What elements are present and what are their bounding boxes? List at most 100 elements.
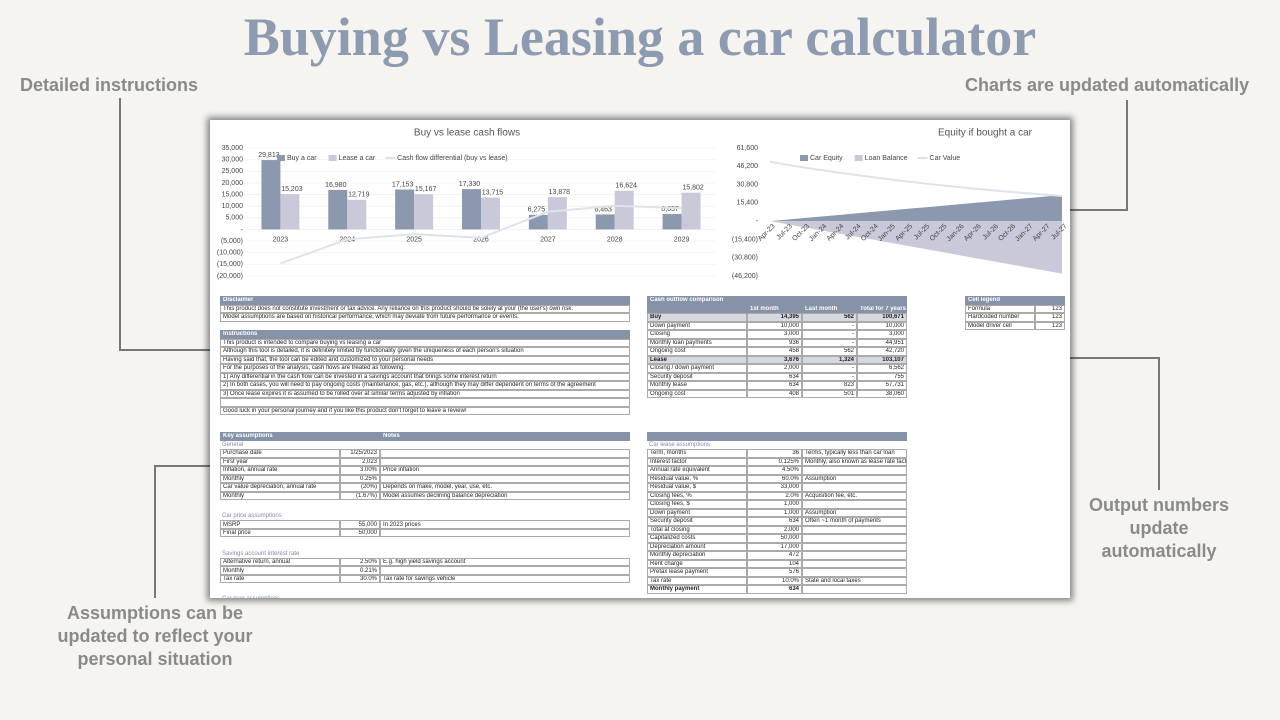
cell: Acquisition fee, etc. <box>802 491 907 500</box>
y-tick-label: (15,000) <box>217 261 243 268</box>
cell: Last month <box>802 304 857 313</box>
data-label: 6,275 <box>528 207 546 214</box>
cell: (1.67%) <box>340 491 380 500</box>
y-tick-label: 10,000 <box>222 203 244 210</box>
bar <box>547 197 567 230</box>
cell: This product does not constitute investm… <box>220 304 630 313</box>
cell: 60.0% <box>747 474 802 483</box>
x-tick-label: 2028 <box>607 236 623 243</box>
cell <box>802 466 907 475</box>
cell: - <box>802 338 857 347</box>
cell: Buy <box>647 313 747 322</box>
data-label: 6,657 <box>661 206 679 213</box>
callout: Charts are updated automatically <box>965 75 1250 95</box>
cell: 50,000 <box>747 534 802 543</box>
chart-title: Buy vs lease cash flows <box>414 128 520 139</box>
cell: 576 <box>747 568 802 577</box>
cell: Assumption <box>802 474 907 483</box>
cell: Monthly, also known as lease rate factor <box>802 457 907 466</box>
y-tick-label: (20,000) <box>217 273 243 280</box>
cell: 3,676 <box>747 355 802 364</box>
cell: 408 <box>747 389 802 398</box>
cell: (20%) <box>340 483 380 492</box>
cell: Terms, typically less than car loan <box>802 449 907 458</box>
data-label: 15,167 <box>415 186 437 193</box>
data-label: 29,813 <box>258 152 280 159</box>
cell: Rent charge <box>647 559 747 568</box>
cell: In 2023 prices <box>380 520 630 529</box>
cell: 3.00% <box>340 466 380 475</box>
cell: Monthly loan payments <box>647 338 747 347</box>
y-tick-label: 15,400 <box>737 200 759 207</box>
cell: 123 <box>1035 304 1065 313</box>
cell: Cell legend <box>965 296 1065 305</box>
cell <box>802 542 907 551</box>
cell <box>647 432 907 441</box>
legend-swatch <box>800 155 808 161</box>
y-tick-label: 20,000 <box>222 180 244 187</box>
callout: Detailed instructions <box>20 75 199 95</box>
cell: 38,060 <box>857 389 907 398</box>
cell: 2) In both cases, you will need to pay o… <box>220 381 630 390</box>
y-tick-label: 30,800 <box>737 181 759 188</box>
legend-label: Buy a car <box>287 155 317 162</box>
cell: Monthly payment <box>647 585 747 594</box>
cell: Monthly lease <box>647 381 747 390</box>
cell: 755 <box>857 372 907 381</box>
bar <box>595 214 615 230</box>
cell: 562 <box>802 347 857 356</box>
cell: 1,324 <box>802 355 857 364</box>
cell: Instructions <box>220 330 630 339</box>
y-tick-label: 61,600 <box>737 145 759 152</box>
cell: Monthly <box>220 566 340 575</box>
cell: State and local taxes <box>802 576 907 585</box>
data-label: 15,203 <box>281 186 303 193</box>
cell: Formula <box>965 304 1035 313</box>
y-tick-label: (10,000) <box>217 250 243 257</box>
legend-swatch <box>854 155 863 161</box>
cell: Term, months <box>647 449 747 458</box>
cell: Monthly depreciation <box>647 551 747 560</box>
cell: Total at closing <box>647 525 747 534</box>
chart-title: Equity if bought a car <box>938 128 1033 139</box>
bar <box>280 194 300 230</box>
cell: Car lease assumptions <box>649 441 711 448</box>
cell: Monthly <box>220 474 340 483</box>
cell: Notes <box>380 432 630 441</box>
y-tick-label: 25,000 <box>222 168 244 175</box>
cell: Closing / down payment <box>647 364 747 373</box>
x-tick-label: 2023 <box>273 236 289 243</box>
data-label: 12,719 <box>348 192 370 199</box>
y-tick-label: 46,200 <box>737 163 759 170</box>
cell: 36 <box>747 449 802 458</box>
cell <box>802 483 907 492</box>
bar <box>681 192 701 230</box>
cell: 2.0% <box>747 491 802 500</box>
y-tick-label: (15,400) <box>732 236 758 243</box>
cell: Price inflation <box>380 466 630 475</box>
cell: 14,395 <box>747 313 802 322</box>
cell: 44,951 <box>857 338 907 347</box>
cell: Hardcoded number <box>965 313 1035 322</box>
y-tick-label: 35,000 <box>222 145 244 152</box>
data-label: 15,802 <box>682 185 704 192</box>
cell: 3) Once lease expires it is assumed to b… <box>220 389 630 398</box>
cell: 1,000 <box>747 500 802 509</box>
cell: MSRP <box>220 520 340 529</box>
data-label: 17,153 <box>392 181 414 188</box>
cell: 4.50% <box>747 466 802 475</box>
cell: Inflation, annual rate <box>220 466 340 475</box>
cell: 103,107 <box>857 355 907 364</box>
legend-label: Cash flow differential (buy vs lease) <box>397 155 507 162</box>
cell <box>380 474 630 483</box>
cell: Residual value, $ <box>647 483 747 492</box>
cell: 57,731 <box>857 381 907 390</box>
cell: Disclaimer <box>220 296 630 305</box>
legend-label: Car Equity <box>810 155 843 162</box>
cell: 634 <box>747 585 802 594</box>
cell: Security deposit <box>647 372 747 381</box>
x-tick-label: 2026 <box>473 236 489 243</box>
cell: Depreciation amount <box>647 542 747 551</box>
cell: 100,671 <box>857 313 907 322</box>
data-label: 16,980 <box>325 182 347 189</box>
